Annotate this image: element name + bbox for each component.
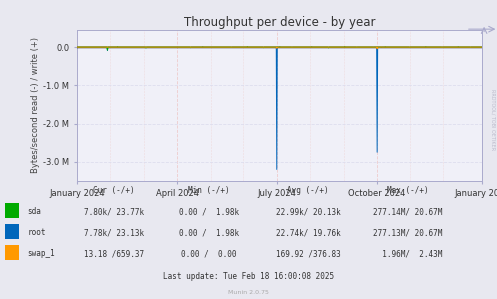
Y-axis label: Bytes/second read (-) / write (+): Bytes/second read (-) / write (+) [31,37,40,173]
Text: 277.13M/ 20.67M: 277.13M/ 20.67M [373,228,442,237]
Text: 7.80k/ 23.77k: 7.80k/ 23.77k [84,207,144,216]
Title: Throughput per device - by year: Throughput per device - by year [184,16,375,29]
Text: 0.00 /  1.98k: 0.00 / 1.98k [179,207,239,216]
Text: swap_1: swap_1 [27,249,55,258]
Text: 0.00 /  1.98k: 0.00 / 1.98k [179,228,239,237]
Text: 169.92 /376.83: 169.92 /376.83 [276,249,340,258]
Text: Min (-/+): Min (-/+) [188,186,230,195]
Text: 22.74k/ 19.76k: 22.74k/ 19.76k [276,228,340,237]
Text: 0.00 /  0.00: 0.00 / 0.00 [181,249,237,258]
Text: 7.78k/ 23.13k: 7.78k/ 23.13k [84,228,144,237]
Text: root: root [27,228,46,237]
Text: Cur (-/+): Cur (-/+) [93,186,135,195]
Text: 277.14M/ 20.67M: 277.14M/ 20.67M [373,207,442,216]
Text: 13.18 /659.37: 13.18 /659.37 [84,249,144,258]
Text: Last update: Tue Feb 18 16:00:08 2025: Last update: Tue Feb 18 16:00:08 2025 [163,272,334,281]
Text: sda: sda [27,207,41,216]
Text: 22.99k/ 20.13k: 22.99k/ 20.13k [276,207,340,216]
Text: 1.96M/  2.43M: 1.96M/ 2.43M [373,249,442,258]
Text: Avg (-/+): Avg (-/+) [287,186,329,195]
Text: Max (-/+): Max (-/+) [387,186,428,195]
Text: RRDTOOL/ TOBI OETIKER: RRDTOOL/ TOBI OETIKER [491,89,496,150]
Text: Munin 2.0.75: Munin 2.0.75 [228,290,269,295]
